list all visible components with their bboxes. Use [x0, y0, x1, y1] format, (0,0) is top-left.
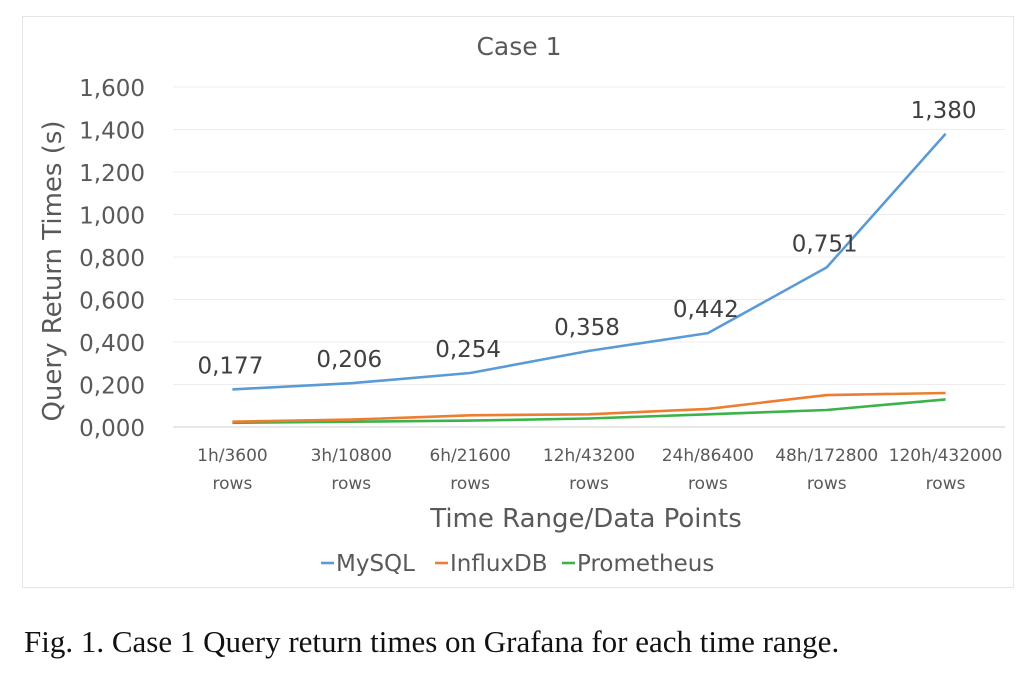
y-tick-label: 0,000 [79, 416, 145, 442]
legend-label: Prometheus [577, 551, 714, 577]
data-label: 0,442 [673, 297, 739, 323]
y-tick-label: 1,200 [79, 161, 145, 187]
series-lines [232, 132, 947, 425]
x-tick-label: rows [926, 474, 966, 494]
x-tick-label: 24h/86400 [662, 446, 754, 466]
y-tick-label: 0,400 [79, 331, 145, 357]
data-label: 0,177 [197, 353, 263, 379]
series-line-prometheus [232, 398, 946, 425]
legend-item-prometheus: Prometheus [562, 551, 714, 577]
line-chart: 0,177 0,206 0,254 0,358 0,442 0,751 1,380 0,00… [38, 32, 1005, 577]
x-axis-title: Time Range/Data Points [429, 504, 742, 534]
y-tick-label: 0,600 [79, 289, 145, 315]
y-tick-label: 1,600 [79, 76, 145, 102]
x-tick-label: rows [213, 474, 253, 494]
gridlines [173, 86, 1005, 428]
y-tick-label: 0,800 [79, 246, 145, 272]
x-tick-label: 12h/43200 [543, 446, 635, 466]
y-tick-label: 1,000 [79, 204, 145, 230]
x-tick-label: rows [807, 474, 847, 494]
x-tick-label: 3h/10800 [311, 446, 392, 466]
y-tick-label: 0,200 [79, 374, 145, 400]
y-tick-label: 1,400 [79, 119, 145, 145]
y-axis-title: Query Return Times (s) [38, 120, 68, 421]
legend-label: InfluxDB [450, 551, 548, 577]
legend-item-influxdb: InfluxDB [435, 551, 548, 577]
series-line-influxdb [232, 391, 946, 423]
legend: MySQL InfluxDB Prometheus [321, 551, 714, 577]
data-label: 0,751 [792, 231, 858, 257]
x-tick-label: rows [688, 474, 728, 494]
x-tick-label: 1h/3600 [197, 446, 268, 466]
data-labels: 0,177 0,206 0,254 0,358 0,442 0,751 1,380 [197, 98, 976, 380]
data-label: 0,206 [316, 347, 382, 373]
x-tick-label: 48h/172800 [775, 446, 878, 466]
legend-label: MySQL [336, 551, 415, 577]
data-label: 0,358 [554, 315, 620, 341]
chart-title: Case 1 [476, 32, 561, 61]
data-label: 1,380 [911, 98, 977, 124]
x-tick-label: rows [450, 474, 490, 494]
figure-caption: Fig. 1. Case 1 Query return times on Gra… [24, 624, 840, 659]
series-line-mysql [232, 132, 947, 391]
x-tick-label: 6h/21600 [429, 446, 510, 466]
x-tick-label: rows [331, 474, 371, 494]
x-tick-label: rows [569, 474, 609, 494]
axes: 0,000 0,200 0,400 0,600 0,800 1,000 1,200 1,400… [79, 76, 1002, 494]
data-label: 0,254 [435, 337, 501, 363]
chart-frame: 0,177 0,206 0,254 0,358 0,442 0,751 1,380 0,00… [22, 16, 1014, 588]
x-tick-label: 120h/432000 [889, 446, 1003, 466]
legend-item-mysql: MySQL [321, 551, 415, 577]
